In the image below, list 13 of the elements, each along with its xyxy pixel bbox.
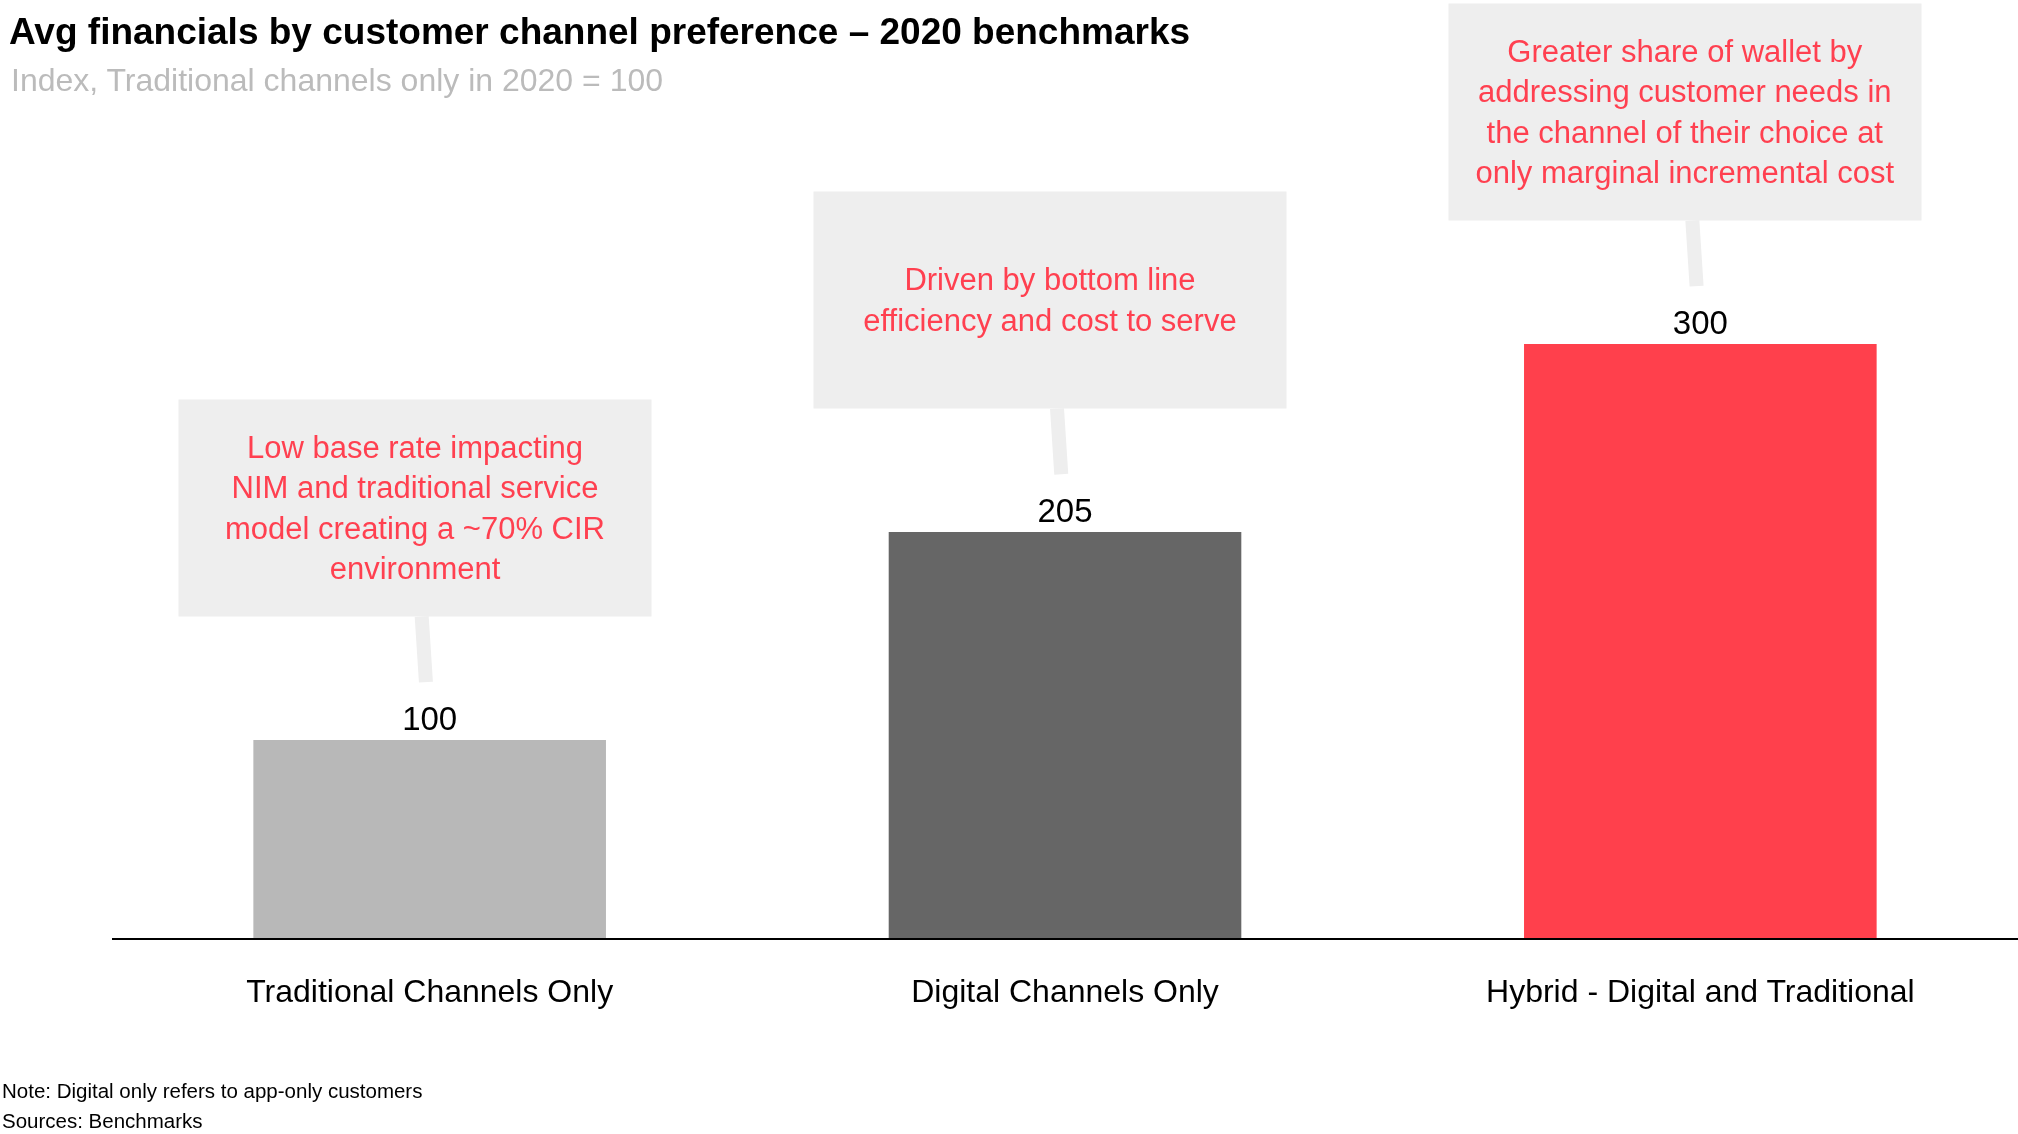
chart-title: Avg financials by customer channel preference – 2020 benchmarks <box>9 10 1191 52</box>
annotation: Low base rate impacting NIM and traditional service model creating a ~70% CIR environment <box>225 430 605 586</box>
text: Note: Digital only refers to app-only customers <box>2 1079 423 1102</box>
chart-subtitle: Index, Traditional channels only in 2020 = 100 <box>11 62 664 98</box>
data-label: 100 <box>402 700 458 737</box>
source-note: Sources: Benchmarks <box>2 1109 203 1132</box>
x-tick-label: Digital Channels Only <box>911 973 1219 1010</box>
data-label: 205 <box>1037 492 1093 530</box>
data-label: 300 <box>1672 304 1728 341</box>
text: Driven by bottom line efficiency and cost to serve <box>863 262 1237 338</box>
x-tick-label: Hybrid - Digital and Traditional <box>1486 973 1915 1010</box>
text: Greater share of wallet by addressing customer needs in the channel of their choice at only marginal incremental cost <box>1475 34 1895 190</box>
x-tick-label: Traditional Channels Only <box>246 973 614 1010</box>
